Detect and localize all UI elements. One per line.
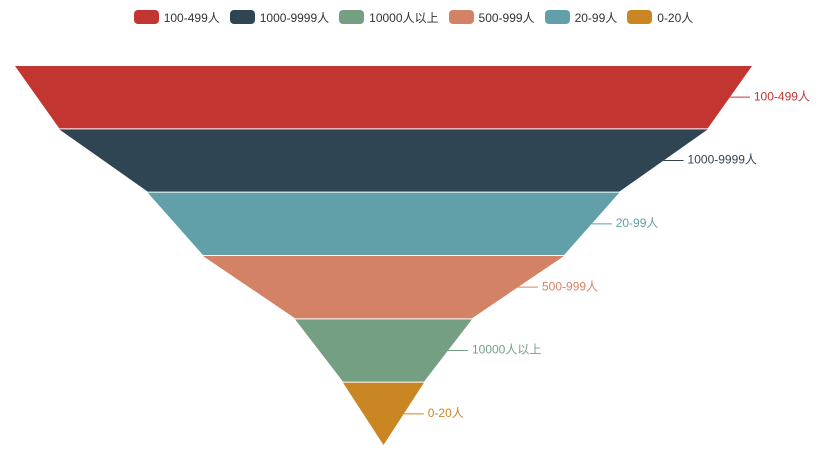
funnel-layers [15, 66, 752, 445]
legend-label: 1000-9999人 [259, 10, 330, 25]
legend-item[interactable]: 1000-9999人 [229, 9, 330, 26]
legend-item[interactable]: 500-999人 [448, 9, 535, 26]
funnel-label: 500-999人 [542, 279, 598, 293]
funnel-layer[interactable] [295, 319, 472, 382]
legend-label: 0-20人 [657, 10, 694, 25]
funnel-layer[interactable] [342, 382, 425, 445]
funnel-label: 20-99人 [616, 216, 659, 230]
legend-label: 10000人以上 [369, 10, 439, 25]
funnel-label: 0-20人 [428, 406, 464, 420]
legend-swatch [133, 10, 159, 24]
funnel-label: 100-499人 [754, 89, 810, 103]
legend-swatch [544, 10, 570, 24]
funnel-layer[interactable] [147, 192, 620, 255]
funnel-label: 10000人以上 [472, 343, 541, 357]
legend-swatch [339, 10, 365, 24]
legend-swatch [229, 10, 255, 24]
legend-item[interactable]: 0-20人 [627, 9, 693, 26]
legend-swatch [448, 10, 474, 24]
funnel-layer[interactable] [202, 256, 565, 319]
funnel-layer[interactable] [59, 129, 708, 192]
chart-legend: 100-499人 1000-9999人 10000人以上 500-999人 20-99人… [0, 0, 827, 34]
funnel-label: 1000-9999人 [688, 153, 757, 167]
legend-swatch [627, 10, 653, 24]
legend-item[interactable]: 20-99人 [544, 9, 618, 26]
legend-item[interactable]: 100-499人 [133, 9, 220, 26]
legend-label: 500-999人 [478, 10, 535, 25]
funnel-labels: 100-499人 1000-9999人 20-99人 500-999人 10000人以上… [403, 89, 810, 420]
funnel-layer[interactable] [15, 66, 752, 129]
legend-label: 20-99人 [574, 10, 618, 25]
legend-label: 100-499人 [163, 10, 220, 25]
legend-item[interactable]: 10000人以上 [339, 9, 439, 26]
